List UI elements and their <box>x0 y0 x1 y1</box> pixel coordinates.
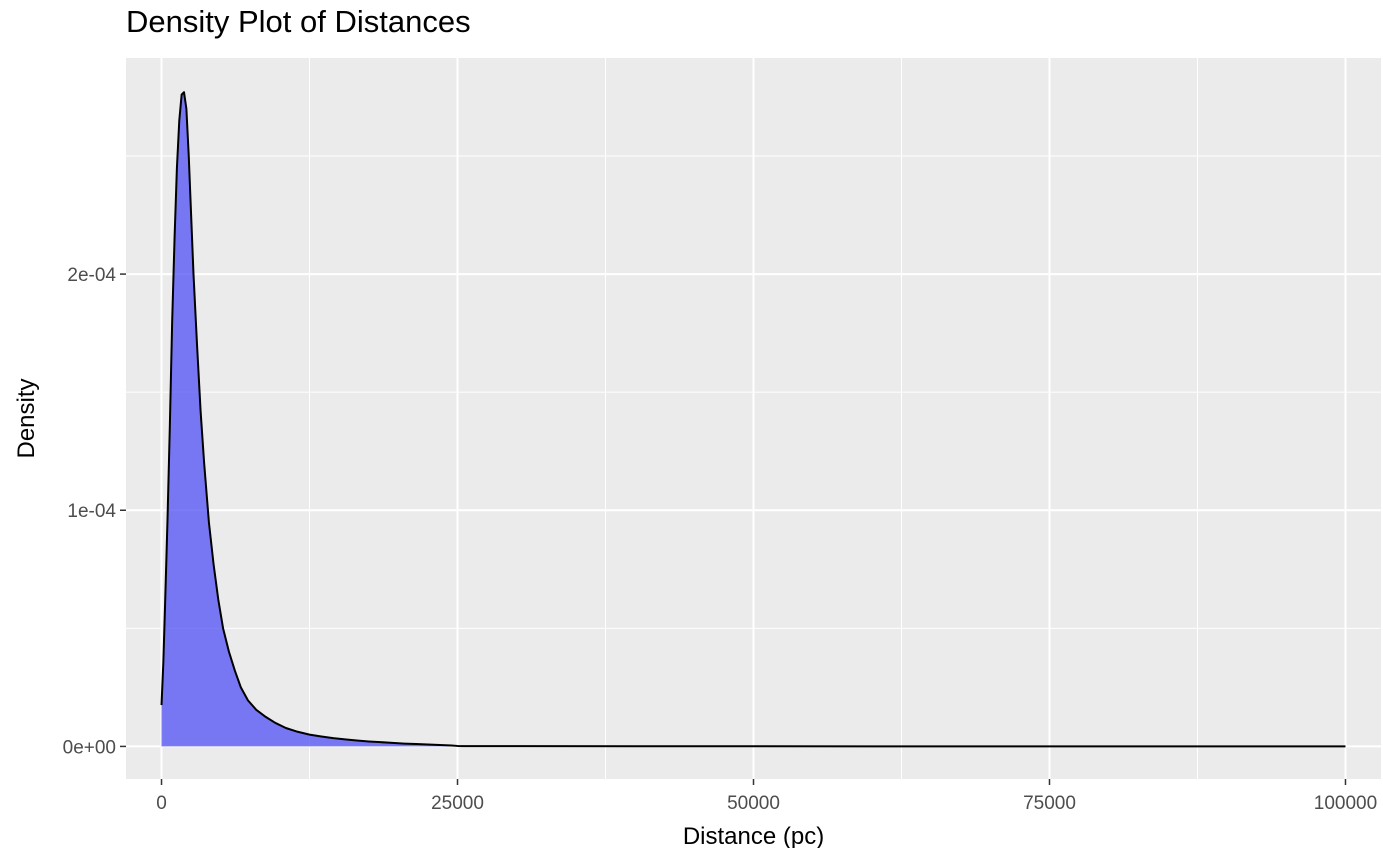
y-tick-label: 1e-04 <box>67 501 116 522</box>
x-tick-label: 0 <box>156 793 167 814</box>
x-tick-label: 25000 <box>431 793 484 814</box>
x-axis-title: Distance (pc) <box>683 823 824 848</box>
x-tick-label: 100000 <box>1314 793 1377 814</box>
x-axis: 0 25000 50000 75000 100000 <box>156 779 1377 814</box>
x-tick-label: 50000 <box>727 793 780 814</box>
y-tick-label: 2e-04 <box>67 265 116 286</box>
y-axis: 0e+00 1e-04 2e-04 <box>63 265 126 758</box>
chart-title: Density Plot of Distances <box>126 4 471 39</box>
y-tick-label: 0e+00 <box>63 737 116 758</box>
x-tick-label: 75000 <box>1023 793 1076 814</box>
density-line <box>160 91 1346 748</box>
y-axis-title: Density <box>13 378 40 458</box>
